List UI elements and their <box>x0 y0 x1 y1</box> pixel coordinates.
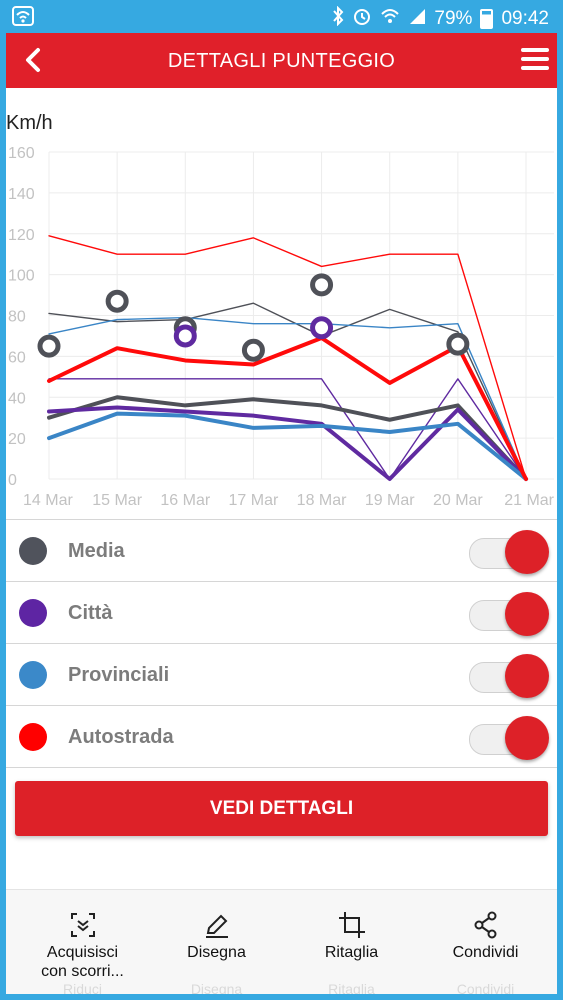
wifi-signal-icon <box>380 7 400 31</box>
legend-color-dot <box>19 661 47 689</box>
legend-item: Provinciali <box>6 643 557 705</box>
status-bar: 79% 09:42 <box>6 0 557 33</box>
data-point-marker <box>310 316 334 340</box>
toolbar-scroll-capture-button[interactable]: Acquisisci con scorri... Riduci <box>14 890 151 994</box>
toolbar-ghost-label: Condividi <box>456 981 515 994</box>
toggle-thumb <box>505 530 549 574</box>
legend-color-dot <box>19 723 47 751</box>
x-tick-label: 19 Mar <box>365 492 415 509</box>
legend-list: Media Città Provinciali Autostrada <box>6 519 557 768</box>
toolbar-label: Condividi <box>452 944 519 961</box>
x-tick-label: 18 Mar <box>297 492 347 509</box>
legend-item: Media <box>6 519 557 581</box>
toolbar-label: Acquisisci con scorri... <box>41 944 124 980</box>
speed-chart: Km/h 0 20 40 60 80 100 120 140 160 14 Mar 15 Mar 16 … <box>6 88 557 518</box>
y-tick-label: 40 <box>8 390 26 407</box>
y-tick-label: 160 <box>8 145 35 162</box>
x-tick-label: 20 Mar <box>433 492 483 509</box>
x-tick-label: 21 Mar <box>504 492 554 509</box>
y-tick-label: 120 <box>8 227 35 244</box>
series-line-provinciali-thick <box>47 411 528 481</box>
data-point-marker <box>173 324 197 348</box>
x-tick-label: 15 Mar <box>92 492 142 509</box>
crop-icon <box>337 910 367 940</box>
x-tick-label: 14 Mar <box>23 492 73 509</box>
toolbar-ghost-label: Riduci <box>63 981 102 994</box>
legend-color-dot <box>19 537 47 565</box>
screenshot-toolbar: Acquisisci con scorri... Riduci Disegna Dise… <box>6 889 557 994</box>
series-line-media-thick <box>47 395 528 481</box>
chart-canvas: Km/h 0 20 40 60 80 100 120 140 160 14 Mar 15 Mar 16 … <box>6 112 555 509</box>
y-tick-label: 0 <box>8 472 17 489</box>
toolbar-share-button[interactable]: Condividi Condividi <box>417 890 554 994</box>
toggle-thumb <box>505 592 549 636</box>
series-toggle[interactable] <box>469 592 549 636</box>
legend-label: Autostrada <box>68 726 174 748</box>
x-tick-label: 16 Mar <box>160 492 210 509</box>
clock: 09:42 <box>501 8 549 29</box>
x-tick-label: 17 Mar <box>229 492 279 509</box>
battery-percent: 79% <box>434 8 473 29</box>
legend-item: Città <box>6 581 557 643</box>
toggle-thumb <box>505 654 549 698</box>
toggle-thumb <box>505 716 549 760</box>
y-tick-label: 60 <box>8 349 26 366</box>
vedi-dettagli-button[interactable]: VEDI DETTAGLI <box>15 781 548 836</box>
series-line-citt-thick <box>47 405 528 481</box>
page-title: DETTAGLI PUNTEGGIO <box>167 50 396 72</box>
scroll-capture-icon <box>68 910 98 940</box>
series-toggle[interactable] <box>469 716 549 760</box>
toolbar-crop-button[interactable]: Ritaglia Ritaglia <box>283 890 420 994</box>
data-point-marker <box>310 273 334 297</box>
data-point-marker <box>446 332 470 356</box>
series-toggle[interactable] <box>469 530 549 574</box>
legend-item: Autostrada <box>6 705 557 768</box>
alarm-icon <box>352 6 372 32</box>
hamburger-menu-icon[interactable] <box>521 48 549 72</box>
legend-color-dot <box>19 599 47 627</box>
data-point-marker <box>37 334 61 358</box>
toolbar-label: Disegna <box>187 944 246 961</box>
series-line-autostrada-thick <box>47 335 528 481</box>
series-line-media-thin <box>48 302 527 480</box>
app-screen: 79% 09:42 DETTAGLI PUNTEGGIO Km/h 0 20 40 60… <box>6 0 557 994</box>
y-tick-label: 80 <box>8 309 26 326</box>
wifi-icon <box>12 6 34 32</box>
back-icon[interactable] <box>18 43 52 77</box>
y-tick-label: 140 <box>8 186 35 203</box>
signal-icon <box>408 7 426 31</box>
series-line-autostrada-thin <box>48 235 527 480</box>
y-axis-label: Km/h <box>6 112 53 134</box>
legend-label: Città <box>68 602 113 624</box>
toolbar-pen-button[interactable]: Disegna Disegna <box>148 890 285 994</box>
data-point-marker <box>241 338 265 362</box>
pen-icon <box>202 910 232 940</box>
series-line-citt-thin <box>48 378 527 480</box>
toolbar-ghost-label: Ritaglia <box>328 981 375 994</box>
share-icon <box>471 910 501 940</box>
y-tick-label: 20 <box>8 431 26 448</box>
app-bar: DETTAGLI PUNTEGGIO <box>6 33 557 88</box>
series-line-provinciali-thin <box>48 316 527 480</box>
toolbar-ghost-label: Disegna <box>190 981 243 994</box>
legend-label: Provinciali <box>68 664 170 686</box>
series-toggle[interactable] <box>469 654 549 698</box>
battery-icon <box>480 9 494 29</box>
legend-label: Media <box>68 540 125 562</box>
bluetooth-icon <box>332 5 344 32</box>
data-point-marker <box>105 289 129 313</box>
toolbar-label: Ritaglia <box>324 944 379 961</box>
y-tick-label: 100 <box>8 268 35 285</box>
